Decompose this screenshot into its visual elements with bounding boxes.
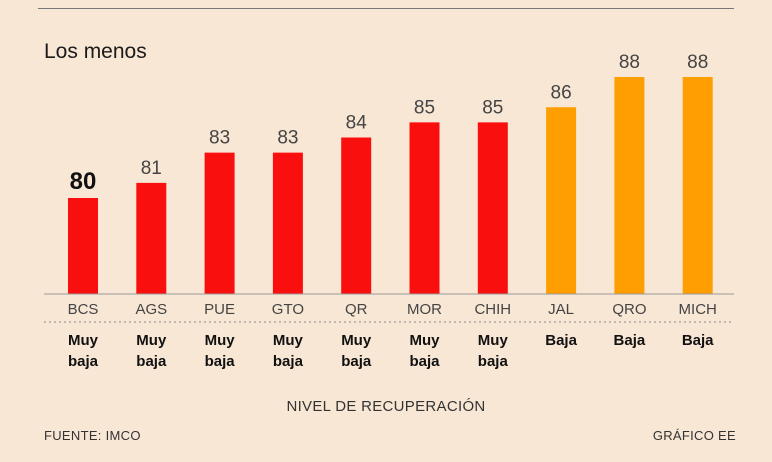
tick-label-chih: CHIH <box>474 301 511 318</box>
tick-label-qro: QRO <box>612 301 646 318</box>
bar-pue <box>204 152 235 294</box>
bar-qr <box>341 137 372 294</box>
level-label-pue: Muy baja <box>205 332 236 370</box>
bar-bcs <box>68 198 98 294</box>
top-rule <box>38 8 734 9</box>
value-label-jal: 86 <box>551 82 572 103</box>
level-label-mich: Baja <box>682 332 714 349</box>
tick-label-bcs: BCS <box>68 301 99 318</box>
value-label-chih: 85 <box>482 97 503 118</box>
bars-layer: 80 81 83 83 84 85 85 86 88 88 <box>68 52 713 294</box>
bar-chih <box>477 122 508 294</box>
bar-ags <box>136 182 167 294</box>
tick-label-mich: MICH <box>679 301 717 318</box>
bar-gto <box>272 152 303 294</box>
value-label-qro: 88 <box>619 52 640 73</box>
source-note: FUENTE: IMCO <box>44 428 141 443</box>
level-label-qr: Muy baja <box>341 332 372 370</box>
tick-label-jal: JAL <box>548 301 574 318</box>
tick-label-ags: AGS <box>135 301 167 318</box>
level-label-gto: Muy baja <box>273 332 304 370</box>
value-label-mich: 88 <box>687 52 708 73</box>
value-label-qr: 84 <box>346 113 368 134</box>
level-label-chih: Muy baja <box>478 332 509 370</box>
tick-label-pue: PUE <box>204 301 235 318</box>
graphic-credit: GRÁFICO EE <box>652 428 736 443</box>
tick-label-mor: MOR <box>407 301 442 318</box>
bar-qro <box>614 77 645 294</box>
level-label-bcs: Muy baja <box>68 332 99 370</box>
value-label-mor: 85 <box>414 97 435 118</box>
level-label-qro: Baja <box>614 332 646 349</box>
tick-label-gto: GTO <box>272 301 304 318</box>
tick-label-qr: QR <box>345 301 368 318</box>
value-label-gto: 83 <box>277 128 298 149</box>
bar-jal <box>546 107 577 294</box>
value-label-pue: 83 <box>209 128 230 149</box>
bar-mich <box>682 77 713 294</box>
level-label-ags: Muy baja <box>136 332 167 370</box>
bar-mor <box>409 122 440 294</box>
value-label-bcs: 80 <box>70 168 97 195</box>
level-label-jal: Baja <box>545 332 577 349</box>
level-label-mor: Muy baja <box>409 332 440 370</box>
x-axis-label: NIVEL DE RECUPERACIÓN <box>286 398 486 415</box>
chart-title: Los menos <box>44 40 147 63</box>
ticks-layer: BCS AGS PUE GTO QR MOR CHIH JAL QRO MICH <box>68 301 717 318</box>
value-label-ags: 81 <box>141 158 162 179</box>
levels-layer: Muy baja Muy baja Muy baja Muy baja Muy baja Muy ba… <box>68 332 714 370</box>
